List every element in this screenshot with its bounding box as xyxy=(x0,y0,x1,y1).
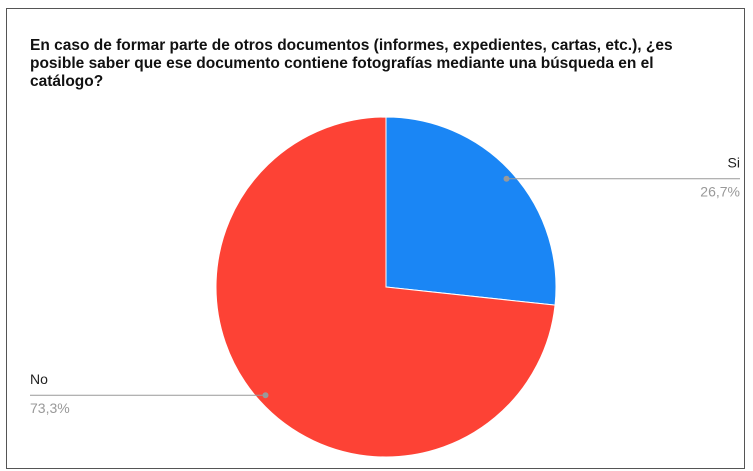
slice-label: Si xyxy=(728,154,740,170)
pie-slice xyxy=(385,116,557,306)
slice-value-label: 73,3% xyxy=(30,400,70,416)
chart-title: En caso de formar parte de otros documen… xyxy=(30,37,673,90)
slice-label: No xyxy=(30,371,48,387)
slice-value-label: 26,7% xyxy=(700,183,740,199)
leader-dot xyxy=(262,392,269,399)
pie-slice xyxy=(215,116,556,458)
leader-dot xyxy=(503,175,510,182)
